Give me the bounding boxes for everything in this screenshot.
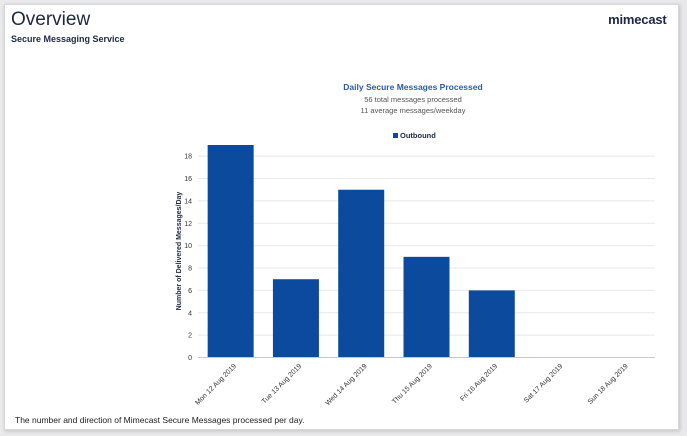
y-tick-label: 8 <box>188 266 192 273</box>
y-tick-label: 18 <box>184 154 192 161</box>
x-tick-label: Thu 15 Aug 2019 <box>391 363 434 406</box>
x-tick-label: Sun 18 Aug 2019 <box>587 363 630 406</box>
y-tick-label: 0 <box>188 355 192 362</box>
mimecast-logo: mimecast· <box>608 12 668 27</box>
bar-mon-12[interactable] <box>207 145 254 358</box>
chart-footnote: The number and direction of Mimecast Sec… <box>15 415 305 425</box>
x-tick-label: Sat 17 Aug 2019 <box>523 363 565 405</box>
y-axis-label: Number of Delivered Messages/Day <box>176 192 183 311</box>
page-title: Overview <box>11 9 91 30</box>
y-tick-label: 6 <box>188 288 192 295</box>
y-tick-label: 12 <box>184 221 192 228</box>
y-tick-labels: 0 2 4 6 8 10 12 14 16 18 <box>184 154 192 362</box>
bar-wed-14[interactable] <box>338 189 385 358</box>
page-subtitle: Secure Messaging Service <box>11 34 125 44</box>
x-tick-label: Fri 16 Aug 2019 <box>459 363 499 403</box>
bars <box>207 145 515 358</box>
logo-mark: · <box>666 14 669 21</box>
x-tick-label: Mon 12 Aug 2019 <box>194 363 238 407</box>
y-tick-label: 16 <box>184 176 192 183</box>
bar-tue-13[interactable] <box>272 279 319 358</box>
legend-swatch-outbound <box>393 133 398 138</box>
logo-text: mimecast <box>608 12 667 27</box>
x-tick-labels: Mon 12 Aug 2019 Tue 13 Aug 2019 Wed 14 Aug… <box>194 363 630 407</box>
chart-title: Daily Secure Messages Processed <box>343 82 482 92</box>
x-tick-label: Wed 14 Aug 2019 <box>324 363 368 407</box>
legend-label-outbound[interactable]: Outbound <box>400 131 436 140</box>
bar-thu-15[interactable] <box>403 256 450 358</box>
chart-legend[interactable]: Outbound <box>393 131 436 140</box>
bar-fri-16[interactable] <box>468 290 515 358</box>
y-tick-label: 14 <box>184 198 192 205</box>
chart-subtitle-total: 56 total messages processed <box>364 95 462 104</box>
x-tick-label: Tue 13 Aug 2019 <box>261 363 304 406</box>
y-tick-label: 2 <box>188 333 192 340</box>
y-tick-label: 4 <box>188 310 192 317</box>
chart-subtitle-average: 11 average messages/weekday <box>361 106 466 115</box>
y-tick-label: 10 <box>184 243 192 250</box>
